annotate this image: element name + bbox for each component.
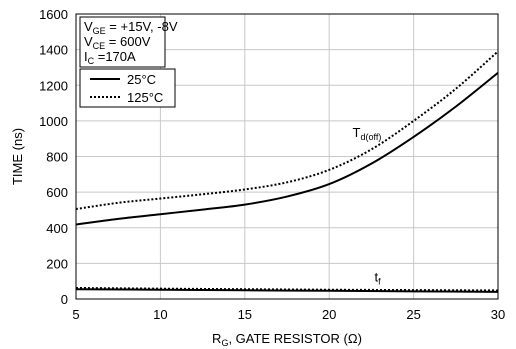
x-tick-label: 25	[406, 307, 420, 322]
x-tick-label: 30	[491, 307, 505, 322]
y-tick-label: 600	[46, 185, 68, 200]
x-tick-label: 10	[153, 307, 167, 322]
annotation-tf-sub: f	[378, 276, 381, 286]
y-axis-label: TIME (ns)	[10, 128, 25, 185]
y-tick-label: 1000	[39, 114, 68, 129]
condition-vge-main: V	[84, 19, 93, 34]
x-tick-label: 5	[72, 307, 79, 322]
y-tick-label: 400	[46, 221, 68, 236]
y-tick-label: 200	[46, 256, 68, 271]
y-tick-label: 0	[61, 292, 68, 307]
annotation-td-off-sub: d(off)	[360, 132, 381, 142]
legend-label-125c: 125°C	[127, 90, 163, 105]
y-tick-label: 1200	[39, 78, 68, 93]
x-tick-label: 15	[238, 307, 252, 322]
condition-vce-rest: = 600V	[105, 34, 151, 49]
annotation-td-off: Td(off)	[353, 125, 382, 142]
conditions-box: VGE = +15V, -8V VCE = 600V IC =170A	[79, 16, 178, 68]
x-axis-label-rest: , GATE RESISTOR (Ω)	[228, 331, 361, 346]
x-tick-label: 20	[322, 307, 336, 322]
condition-vge-rest: = +15V, -8V	[106, 19, 178, 34]
legend-frame	[79, 68, 176, 108]
annotation-td-off-main: T	[353, 125, 361, 140]
plot-frame	[75, 13, 499, 300]
annotation-tf-main: t	[374, 269, 378, 284]
condition-vce-sub: CE	[93, 41, 106, 51]
legend-label-25c: 25°C	[127, 72, 156, 87]
condition-vce-main: V	[84, 34, 93, 49]
x-axis-label-sub: G	[221, 338, 228, 348]
condition-ic: IC =170A	[84, 49, 136, 66]
series-layer	[75, 50, 499, 293]
y-tick-label: 800	[46, 150, 68, 165]
y-tick-label: 1600	[39, 7, 68, 22]
x-axis-label: RG, GATE RESISTOR (Ω)	[212, 331, 362, 348]
condition-ic-rest: =170A	[94, 49, 136, 64]
condition-ic-sub: C	[88, 56, 95, 66]
series-line-tdoff-125c	[75, 50, 499, 211]
x-axis-label-main: R	[212, 331, 221, 346]
y-tick-label: 1400	[39, 43, 68, 58]
tick-labels: 5 10 15 20 25 30 0 200 400 600 800 1000 1200 1400 1600	[39, 7, 505, 322]
condition-ic-main: I	[84, 49, 88, 64]
legend: 25°C 125°C	[79, 68, 176, 108]
condition-vge-sub: GE	[93, 26, 106, 36]
condition-vce: VCE = 600V	[84, 34, 151, 51]
conditions-frame	[79, 16, 166, 68]
series-line-tdoff-25c	[75, 72, 499, 226]
series-line-tf-25c	[75, 288, 499, 293]
condition-vge: VGE = +15V, -8V	[84, 19, 178, 36]
annotation-tf: tf	[374, 269, 381, 286]
